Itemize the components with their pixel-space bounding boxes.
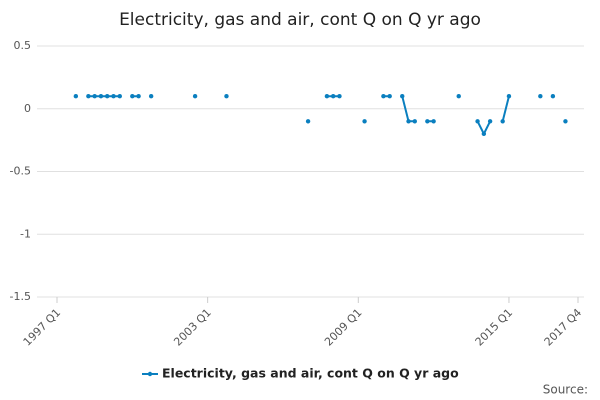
y-tick-label: -1.5: [10, 290, 31, 303]
point: [550, 94, 556, 99]
point: [538, 94, 543, 99]
point: [362, 119, 367, 124]
chart-title: Electricity, gas and air, cont Q on Q yr…: [119, 10, 481, 30]
point: [500, 119, 505, 124]
point: [92, 94, 97, 99]
point: [563, 119, 568, 124]
point: [111, 94, 116, 99]
point: [130, 94, 135, 99]
x-tick-label: 2015 Q1: [473, 306, 516, 349]
y-tick-label: 0.5: [14, 39, 32, 52]
point: [330, 94, 336, 99]
point: [117, 94, 122, 99]
y-tick-label: -0.5: [10, 165, 31, 178]
legend-marker: [147, 371, 153, 377]
point: [337, 94, 342, 99]
point: [425, 119, 430, 124]
point: [98, 94, 104, 99]
point: [192, 94, 198, 99]
point: [136, 94, 141, 99]
series-line: [88, 96, 565, 134]
y-tick-label: 0: [24, 102, 31, 115]
x-tick-label: 2017 Q4: [542, 306, 585, 349]
point: [381, 94, 386, 99]
point: [224, 94, 229, 99]
point: [506, 94, 512, 99]
point: [481, 131, 487, 137]
point: [105, 94, 110, 99]
point: [324, 94, 330, 99]
point: [148, 94, 154, 99]
point: [412, 119, 417, 124]
point: [406, 119, 411, 124]
point: [456, 94, 461, 99]
y-tick-label: -1: [20, 227, 31, 240]
legend-label: Electricity, gas and air, cont Q on Q yr…: [162, 366, 459, 381]
point: [431, 119, 436, 124]
point: [387, 94, 392, 99]
point: [305, 119, 311, 124]
point: [475, 119, 480, 124]
x-tick-label: 2003 Q1: [171, 306, 214, 349]
x-tick-label: 1997 Q1: [21, 306, 64, 349]
point: [487, 119, 493, 124]
x-tick-label: 2009 Q1: [322, 306, 365, 349]
point: [73, 94, 79, 99]
point: [86, 94, 91, 99]
source: Source:: [543, 383, 588, 397]
point: [400, 94, 405, 99]
